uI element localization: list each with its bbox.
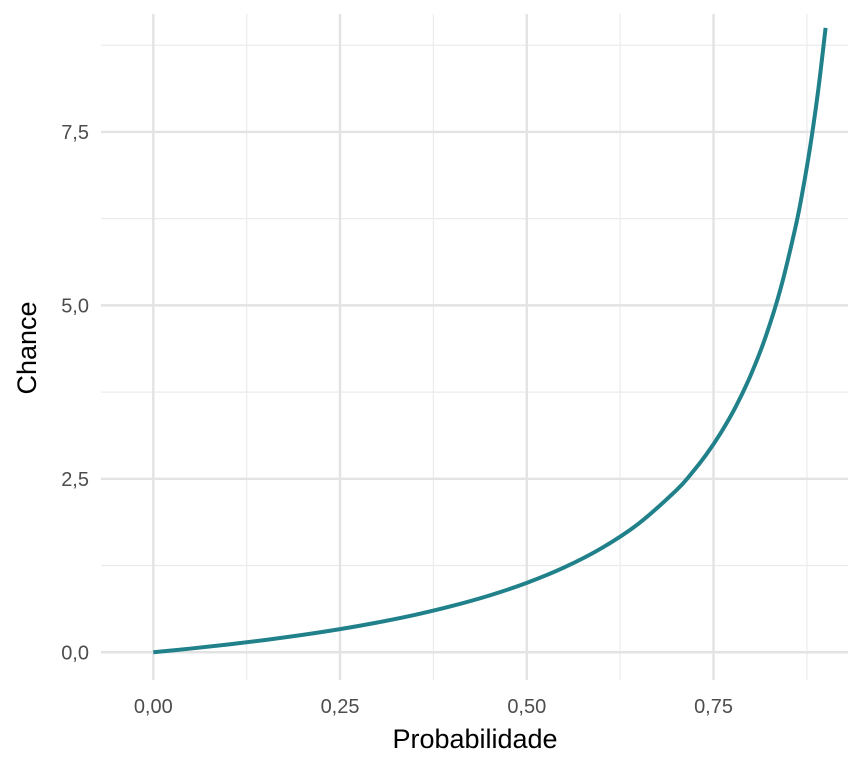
x-axis-title: Probabilidade: [392, 724, 557, 754]
series-layer: [153, 27, 828, 655]
x-tick-label: 0,75: [694, 696, 733, 718]
grid-minor: [101, 14, 848, 680]
y-tick-label: 5,0: [61, 295, 89, 317]
y-tick-labels: 0,0 2,5 5,0 7,5: [61, 122, 89, 664]
x-tick-label: 0,00: [134, 696, 173, 718]
y-tick-label: 7,5: [61, 122, 89, 144]
x-tick-label: 0,50: [507, 696, 546, 718]
y-tick-label: 0,0: [61, 642, 89, 664]
x-tick-labels: 0,00 0,25 0,50 0,75: [134, 696, 733, 718]
grid-major: [101, 14, 848, 680]
series-line: [153, 27, 828, 655]
y-tick-label: 2,5: [61, 469, 89, 491]
y-axis-title: Chance: [12, 301, 42, 394]
x-tick-label: 0,25: [321, 696, 360, 718]
